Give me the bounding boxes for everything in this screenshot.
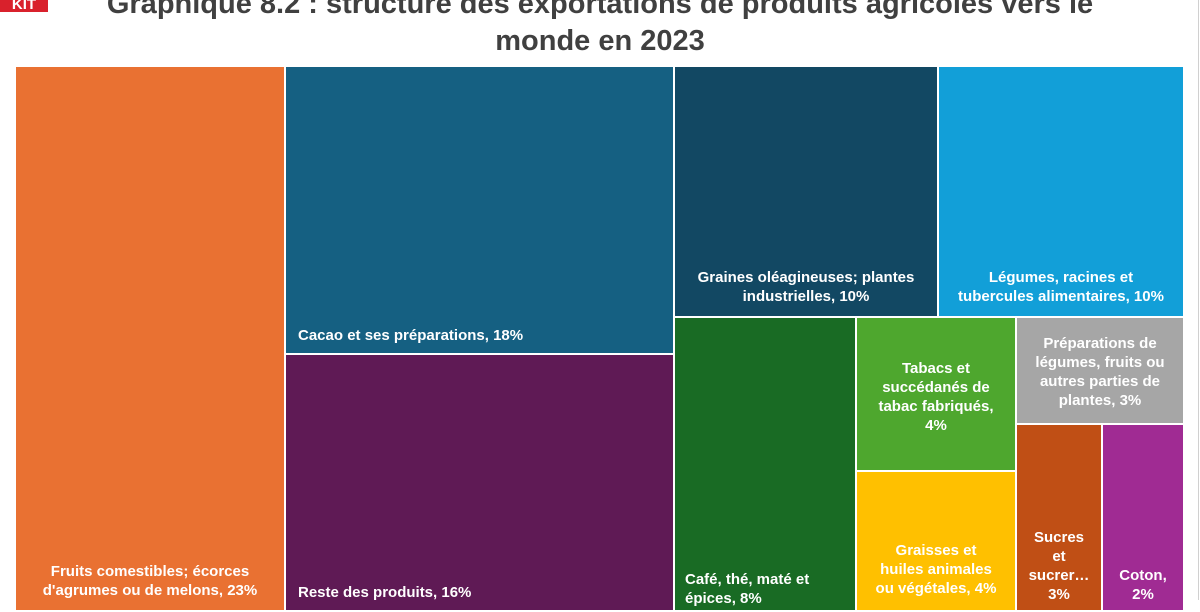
treemap-label-fruits-comestibles: Fruits comestibles; écorces d'agrumes ou… (42, 563, 258, 599)
treemap-label-graisses-huiles: Graisses et huiles animales ou végétales… (875, 542, 997, 597)
treemap-tile-graines-oleagineuses: Graines oléagineuses; plantes industriel… (675, 67, 939, 318)
treemap-label-graines-oleagineuses: Graines oléagineuses; plantes industriel… (697, 269, 915, 305)
treemap-tile-graisses-huiles: Graisses et huiles animales ou végétales… (857, 472, 1017, 612)
chart-title-line-2: monde en 2023 (495, 25, 705, 57)
kit-logo: KIT (0, 0, 48, 13)
treemap-label-legumes-racines: Légumes, racines et tubercules alimentai… (958, 269, 1164, 305)
treemap-tile-legumes-racines: Légumes, racines et tubercules alimentai… (939, 67, 1185, 318)
treemap-tile-cacao: Cacao et ses préparations, 18% (286, 67, 675, 355)
treemap-label-preparations-legumes: Préparations de légumes, fruits ou autre… (1035, 334, 1165, 409)
treemap-tile-fruits-comestibles: Fruits comestibles; écorces d'agrumes ou… (16, 67, 286, 612)
treemap-tile-reste-des-produits: Reste des produits, 16% (286, 355, 675, 612)
treemap-label-reste-des-produits: Reste des produits, 16% (298, 584, 472, 601)
treemap-label-coton: Coton, 2% (1119, 567, 1167, 603)
treemap-tile-coton: Coton, 2% (1103, 425, 1185, 612)
treemap-tile-preparations-legumes: Préparations de légumes, fruits ou autre… (1017, 318, 1185, 425)
treemap-label-cacao: Cacao et ses préparations, 18% (298, 327, 524, 344)
treemap-label-sucres: Sucres et sucrer… 3% (1028, 529, 1090, 603)
treemap-tile-cafe-the: Café, thé, maté et épices, 8% (675, 318, 857, 612)
chart-title: Graphique 8.2 : structure des exportatio… (60, 0, 1140, 60)
treemap-label-cafe-the: Café, thé, maté et épices, 8% (685, 571, 810, 607)
treemap-tile-sucres: Sucres et sucrer… 3% (1017, 425, 1103, 612)
treemap-label-tabacs: Tabacs et succédanés de tabac fabriqués,… (878, 360, 994, 434)
treemap-tile-tabacs: Tabacs et succédanés de tabac fabriqués,… (857, 318, 1017, 472)
chart-title-line-1: Graphique 8.2 : structure des exportatio… (106, 0, 1094, 20)
